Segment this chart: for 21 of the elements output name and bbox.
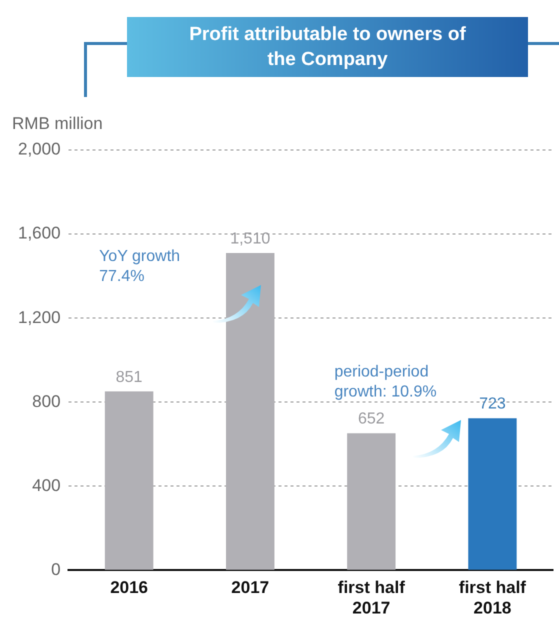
- y-tick-label: 0: [51, 560, 61, 579]
- x-tick-label: 2016: [110, 578, 148, 598]
- annotation: period-period growth: 10.9%: [334, 364, 437, 401]
- y-tick-label: 2,000: [18, 140, 61, 159]
- y-tick-label: 1,200: [18, 308, 61, 327]
- x-tick-label: first half 2017: [338, 578, 406, 618]
- y-tick-label: 800: [32, 392, 61, 411]
- bar: [468, 418, 517, 570]
- x-tick-label: first half 2018: [458, 578, 526, 618]
- data-label: 652: [358, 410, 385, 428]
- bar: [347, 433, 396, 570]
- data-label: 723: [479, 396, 506, 413]
- chart-title: Profit attributable to owners of the Company: [188, 23, 467, 72]
- x-tick-label: 2017: [231, 578, 270, 598]
- y-axis-title: RMB million: [12, 114, 103, 134]
- y-tick-label: 400: [32, 476, 61, 495]
- data-label: 851: [116, 368, 143, 386]
- y-tick-label: 1,600: [18, 224, 61, 243]
- bar: [104, 391, 154, 570]
- annotation: YoY growth 77.4%: [99, 248, 180, 286]
- data-label: 1,510: [230, 230, 270, 248]
